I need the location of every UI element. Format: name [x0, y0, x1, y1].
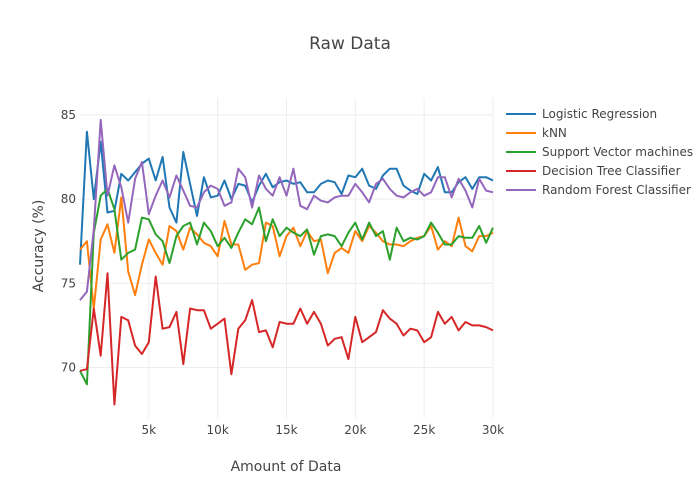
- x-tick-label: 20k: [344, 423, 366, 437]
- legend-swatch: [506, 112, 536, 115]
- legend-label: Logistic Regression: [542, 106, 658, 121]
- x-axis-label: Amount of Data: [231, 459, 342, 475]
- legend-swatch: [506, 169, 536, 172]
- x-tick-label: 30k: [482, 423, 504, 437]
- legend-item-knn[interactable]: kNN: [506, 123, 693, 142]
- x-tick-label: 5k: [142, 423, 157, 437]
- x-tick-label: 25k: [413, 423, 435, 437]
- legend-label: Decision Tree Classifier: [542, 163, 681, 178]
- grid-lines: [80, 98, 494, 418]
- legend-item-support-vector-machines[interactable]: Support Vector machines: [506, 142, 693, 161]
- legend-item-decision-tree-classifier[interactable]: Decision Tree Classifier: [506, 161, 693, 180]
- legend-swatch: [506, 150, 536, 153]
- legend-label: Random Forest Classifier: [542, 182, 691, 197]
- chart-title: Raw Data: [309, 34, 391, 54]
- y-tick-label: 70: [61, 360, 76, 374]
- series-line-support-vector-machines: [79, 187, 494, 386]
- y-tick-label: 85: [61, 108, 76, 122]
- y-tick-label: 75: [61, 276, 76, 290]
- series-line-random-forest-classifier: [79, 118, 494, 301]
- legend-item-logistic-regression[interactable]: Logistic Regression: [506, 104, 693, 123]
- series-line-logistic-regression: [79, 130, 494, 265]
- x-tick-label: 10k: [207, 423, 229, 437]
- legend-label: kNN: [542, 125, 567, 140]
- legend-swatch: [506, 188, 536, 191]
- series-line-decision-tree-classifier: [79, 272, 494, 406]
- legend-label: Support Vector machines: [542, 144, 694, 159]
- legend-item-random-forest-classifier[interactable]: Random Forest Classifier: [506, 180, 693, 199]
- legend: Logistic Regression kNN Support Vector mac…: [506, 104, 693, 199]
- tick-labels: 5k 10k 15k 20k 25k 30k 70 75 80 85: [61, 108, 504, 437]
- x-tick-label: 15k: [275, 423, 297, 437]
- y-axis-label: Accuracy (%): [31, 200, 47, 293]
- legend-swatch: [506, 131, 536, 134]
- y-tick-label: 80: [61, 192, 76, 206]
- series-lines: [79, 118, 494, 406]
